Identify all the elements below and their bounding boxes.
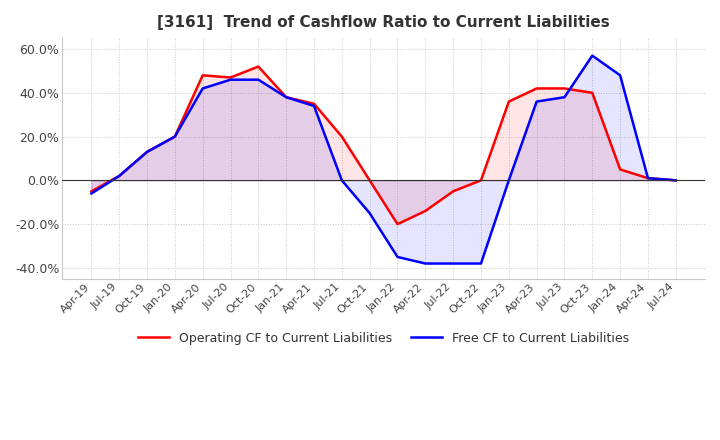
Operating CF to Current Liabilities	[87, 189, 96, 194]
Operating CF to Current Liabilities	[365, 178, 374, 183]
Operating CF to Current Liabilities	[616, 167, 624, 172]
Free CF to Current Liabilities	[365, 211, 374, 216]
Free CF to Current Liabilities	[560, 95, 569, 100]
Free CF to Current Liabilities	[672, 178, 680, 183]
Free CF to Current Liabilities	[171, 134, 179, 139]
Operating CF to Current Liabilities	[449, 189, 457, 194]
Free CF to Current Liabilities	[505, 178, 513, 183]
Operating CF to Current Liabilities	[338, 134, 346, 139]
Free CF to Current Liabilities	[199, 86, 207, 91]
Free CF to Current Liabilities	[226, 77, 235, 82]
Operating CF to Current Liabilities	[644, 176, 652, 181]
Title: [3161]  Trend of Cashflow Ratio to Current Liabilities: [3161] Trend of Cashflow Ratio to Curren…	[157, 15, 610, 30]
Free CF to Current Liabilities	[644, 176, 652, 181]
Operating CF to Current Liabilities	[115, 173, 124, 179]
Operating CF to Current Liabilities	[199, 73, 207, 78]
Free CF to Current Liabilities	[588, 53, 597, 58]
Free CF to Current Liabilities	[254, 77, 263, 82]
Operating CF to Current Liabilities	[393, 221, 402, 227]
Operating CF to Current Liabilities	[171, 134, 179, 139]
Operating CF to Current Liabilities	[477, 178, 485, 183]
Legend: Operating CF to Current Liabilities, Free CF to Current Liabilities: Operating CF to Current Liabilities, Fre…	[132, 326, 634, 350]
Operating CF to Current Liabilities	[421, 209, 430, 214]
Free CF to Current Liabilities	[338, 178, 346, 183]
Operating CF to Current Liabilities	[672, 178, 680, 183]
Operating CF to Current Liabilities	[254, 64, 263, 69]
Line: Free CF to Current Liabilities: Free CF to Current Liabilities	[91, 55, 676, 264]
Operating CF to Current Liabilities	[505, 99, 513, 104]
Free CF to Current Liabilities	[143, 149, 151, 154]
Operating CF to Current Liabilities	[560, 86, 569, 91]
Line: Operating CF to Current Liabilities: Operating CF to Current Liabilities	[91, 66, 676, 224]
Operating CF to Current Liabilities	[143, 149, 151, 154]
Free CF to Current Liabilities	[393, 254, 402, 260]
Free CF to Current Liabilities	[421, 261, 430, 266]
Free CF to Current Liabilities	[616, 73, 624, 78]
Operating CF to Current Liabilities	[532, 86, 541, 91]
Free CF to Current Liabilities	[282, 95, 290, 100]
Free CF to Current Liabilities	[87, 191, 96, 196]
Operating CF to Current Liabilities	[310, 101, 318, 106]
Free CF to Current Liabilities	[477, 261, 485, 266]
Operating CF to Current Liabilities	[282, 95, 290, 100]
Free CF to Current Liabilities	[115, 173, 124, 179]
Free CF to Current Liabilities	[532, 99, 541, 104]
Operating CF to Current Liabilities	[588, 90, 597, 95]
Free CF to Current Liabilities	[310, 103, 318, 109]
Free CF to Current Liabilities	[449, 261, 457, 266]
Operating CF to Current Liabilities	[226, 75, 235, 80]
